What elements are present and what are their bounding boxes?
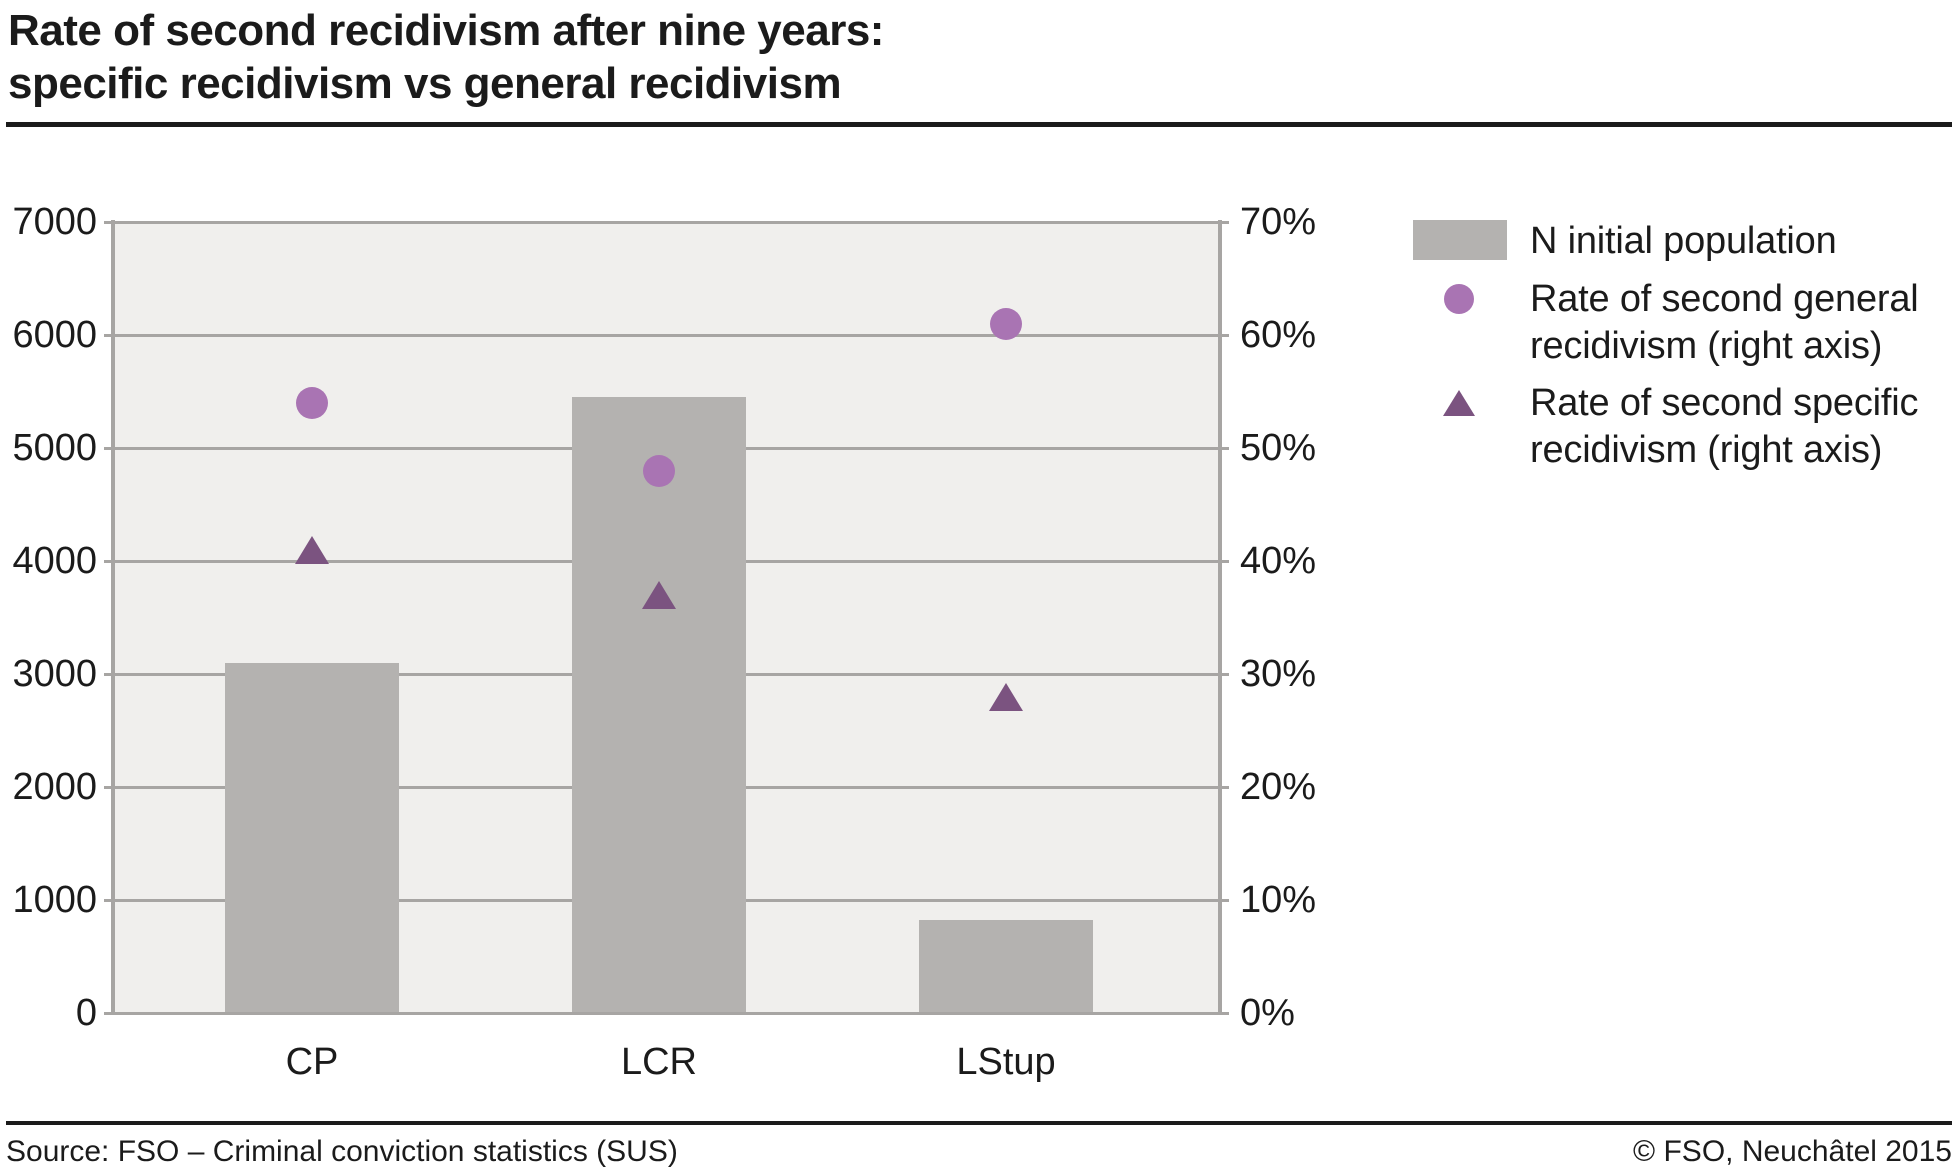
chart-title-line2: specific recidivism vs general recidivis… — [8, 59, 842, 108]
copyright-note: © FSO, Neuchâtel 2015 — [1633, 1135, 1952, 1168]
legend-item-1: Rate of second general recidivism (right… — [1413, 276, 1960, 370]
legend-item-2: Rate of second specific recidivism (righ… — [1413, 380, 1960, 474]
right-axis-tick-50: 50% — [1240, 427, 1317, 469]
left-axis-tick-2000: 2000 — [12, 766, 97, 808]
chart-title: Rate of second recidivism after nine yea… — [8, 4, 1208, 110]
bar-swatch-icon — [1413, 220, 1507, 260]
right-axis-tick-10: 10% — [1240, 879, 1317, 921]
specific-recidivism-point-LCR — [642, 580, 676, 609]
general-recidivism-point-CP — [296, 386, 328, 419]
footer-divider — [6, 1121, 1952, 1125]
general-recidivism-point-LStup — [990, 307, 1022, 340]
legend-marker-cell — [1413, 276, 1530, 314]
source-note: Source: FSO – Criminal conviction statis… — [6, 1135, 678, 1168]
circle-marker-icon — [1444, 284, 1474, 314]
left-axis-tick-3000: 3000 — [12, 653, 97, 695]
category-label-LCR: LCR — [620, 1041, 698, 1083]
left-axis-line — [111, 220, 115, 1015]
legend-marker-cell — [1413, 380, 1530, 416]
right-axis-tick-30: 30% — [1240, 653, 1317, 695]
chart-title-line1: Rate of second recidivism after nine yea… — [8, 6, 884, 55]
left-axis-tick-0: 0 — [75, 992, 97, 1034]
title-divider — [6, 122, 1952, 127]
legend-label: Rate of second general recidivism (right… — [1530, 278, 1919, 367]
legend-marker-cell — [1413, 220, 1530, 260]
right-axis-tick-20: 20% — [1240, 766, 1317, 808]
specific-recidivism-point-CP — [295, 535, 329, 564]
left-axis-tick-4000: 4000 — [12, 540, 97, 582]
right-axis-tick-0: 0% — [1240, 992, 1295, 1034]
gridline-7000 — [104, 220, 1229, 224]
triangle-marker-icon — [1443, 390, 1475, 416]
right-axis-tick-70: 70% — [1240, 201, 1317, 243]
right-axis-tick-60: 60% — [1240, 314, 1317, 356]
bar-LCR — [572, 397, 746, 1015]
legend: N initial population Rate of second gener… — [1413, 220, 1960, 474]
legend-label: N initial population — [1530, 220, 1837, 262]
right-axis-tick-40: 40% — [1240, 540, 1317, 582]
category-label-LStup: LStup — [956, 1041, 1056, 1083]
left-axis-tick-5000: 5000 — [12, 427, 97, 469]
right-axis-line — [1218, 220, 1222, 1015]
footer: Source: FSO – Criminal conviction statis… — [6, 1134, 1952, 1170]
bar-LStup — [919, 920, 1093, 1015]
left-axis-tick-6000: 6000 — [12, 314, 97, 356]
legend-label: Rate of second specific recidivism (righ… — [1530, 382, 1919, 471]
legend-item-0: N initial population — [1413, 220, 1960, 262]
x-axis-line — [104, 1011, 1229, 1015]
general-recidivism-point-LCR — [643, 454, 675, 487]
left-axis-tick-1000: 1000 — [12, 879, 97, 921]
category-label-CP: CP — [285, 1041, 339, 1083]
left-axis-tick-7000: 7000 — [12, 201, 97, 243]
specific-recidivism-point-LStup — [989, 682, 1023, 711]
bar-CP — [225, 662, 399, 1015]
gridline-6000 — [104, 333, 1229, 337]
